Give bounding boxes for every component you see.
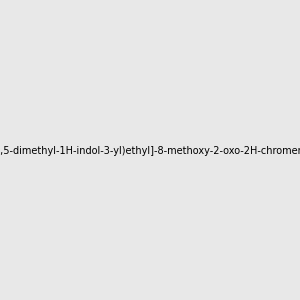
Text: 6-bromo-N-[2-(2,5-dimethyl-1H-indol-3-yl)ethyl]-8-methoxy-2-oxo-2H-chromene-3-ca: 6-bromo-N-[2-(2,5-dimethyl-1H-indol-3-yl… — [0, 146, 300, 157]
